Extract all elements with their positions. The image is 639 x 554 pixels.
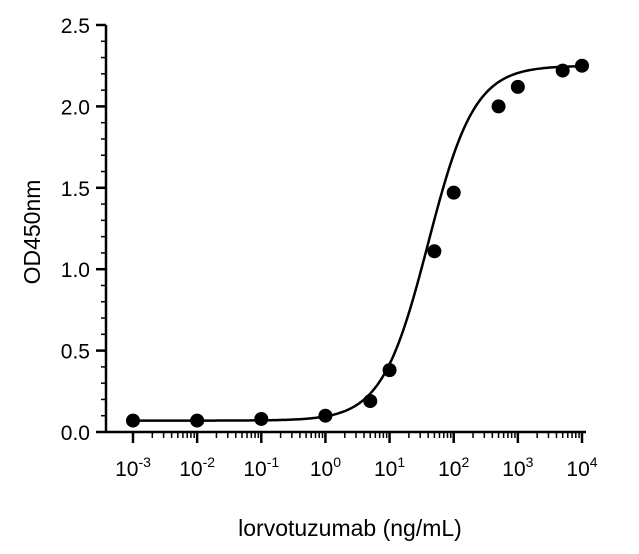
data-points: [126, 58, 589, 428]
x-tick-label: 10-2: [179, 454, 215, 481]
y-tick-label: 0.0: [61, 422, 90, 445]
x-tick-label: 104: [566, 454, 597, 481]
data-point: [126, 413, 140, 428]
x-axis-label: lorvotuzumab (ng/mL): [238, 515, 462, 541]
y-tick-label: 2.5: [61, 15, 90, 38]
y-axis-label: OD450nm: [19, 180, 45, 285]
y-tick-label: 1.0: [61, 259, 90, 282]
axes: 0.0 0.5 1.0 1.5 2.0 2.5 10-3 10-2 10-1 100 101 102 1…: [61, 15, 598, 481]
x-tick-label: 102: [438, 454, 469, 481]
fit-curve-group: [133, 64, 583, 422]
data-point: [363, 394, 378, 409]
data-point: [382, 363, 397, 378]
fit-curve: [133, 64, 583, 422]
data-point: [575, 58, 589, 73]
data-point: [555, 63, 570, 78]
data-point: [427, 244, 442, 259]
data-point: [318, 408, 333, 423]
data-point: [190, 413, 205, 428]
y-tick-label: 0.5: [61, 341, 90, 364]
data-point: [254, 411, 269, 426]
y-tick-label: 2.0: [61, 96, 90, 119]
x-tick-label: 103: [502, 454, 533, 481]
x-tick-label: 100: [310, 454, 341, 481]
data-point: [446, 185, 461, 200]
x-tick-label: 10-3: [115, 454, 151, 481]
data-point: [491, 99, 506, 114]
y-tick-label: 1.5: [61, 178, 90, 201]
x-tick-label: 101: [374, 454, 405, 481]
x-tick-label: 10-1: [243, 454, 279, 481]
data-point: [510, 79, 525, 94]
